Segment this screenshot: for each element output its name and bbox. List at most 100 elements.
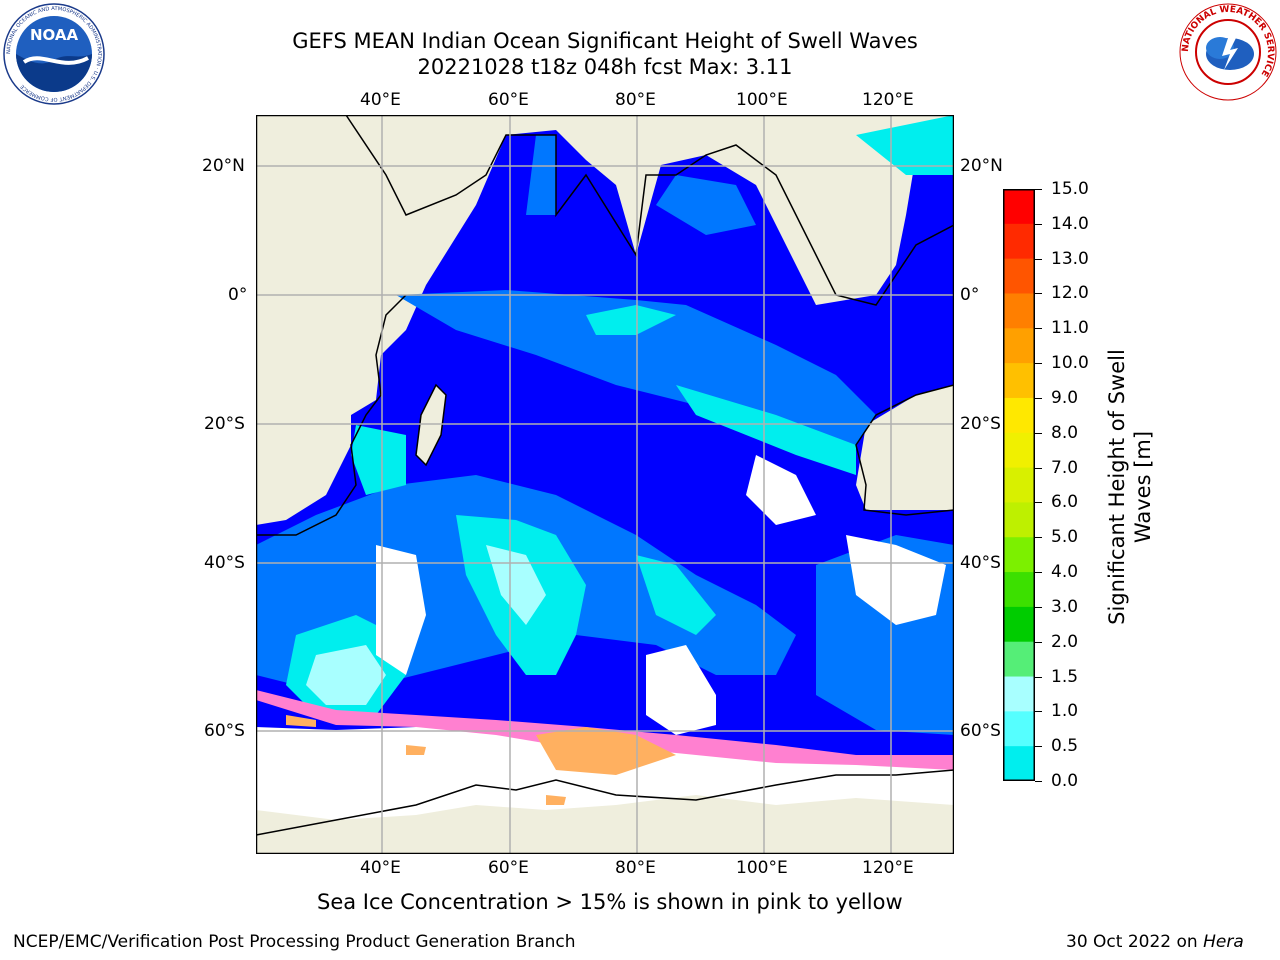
colorbar-tick-mark — [1035, 432, 1042, 434]
title-line-1: GEFS MEAN Indian Ocean Significant Heigh… — [292, 29, 918, 53]
colorbar-tick-mark — [1035, 537, 1042, 539]
colorbar-segment — [1003, 293, 1035, 329]
coastline-east-africa — [256, 294, 407, 536]
lat-tick-right-60s: 60°S — [960, 721, 1001, 741]
colorbar-segment — [1003, 397, 1035, 434]
colorbar-tick-label: 6.0 — [1051, 492, 1079, 513]
colorbar-tick-mark — [1035, 258, 1042, 260]
footer-left: NCEP/EMC/Verification Post Processing Pr… — [13, 932, 576, 952]
colorbar-tick-label: 11.0 — [1051, 318, 1089, 339]
colorbar — [1003, 189, 1035, 781]
colorbar-segment — [1003, 711, 1035, 747]
colorbar-segment — [1003, 572, 1035, 608]
sea-ice-concentration-band — [256, 690, 954, 770]
lon-tick-top-120e: 120°E — [862, 90, 914, 110]
colorbar-tick-label: 10.0 — [1051, 353, 1089, 374]
colorbar-tick-label: 0.5 — [1051, 736, 1079, 757]
ocean-swell-05-10-north — [526, 135, 756, 235]
colorbar-tick-mark — [1035, 746, 1042, 748]
colorbar-frame — [1003, 189, 1035, 781]
colorbar-tick-mark — [1035, 711, 1042, 713]
colorbar-segment — [1003, 676, 1035, 712]
colorbar-segment — [1003, 746, 1035, 781]
sea-ice-caption: Sea Ice Concentration > 15% is shown in … — [317, 890, 903, 914]
graticule — [256, 115, 954, 854]
colorbar-tick-label: 0.0 — [1051, 771, 1079, 791]
colorbar-tick-mark — [1035, 467, 1042, 469]
colorbar-tick-mark — [1035, 363, 1042, 365]
colorbar-segment — [1003, 189, 1035, 225]
colorbar-tick-mark — [1035, 606, 1042, 608]
colorbar-tick-label: 15.0 — [1051, 179, 1089, 199]
lat-tick-left-20s: 20°S — [204, 414, 245, 434]
colorbar-tick-mark — [1035, 641, 1042, 643]
colorbar-tick-label: 1.5 — [1051, 666, 1079, 687]
colorbar-label-line-1: Significant Height of Swell — [1105, 349, 1129, 625]
footer-right: 30 Oct 2022 on Hera — [1066, 932, 1244, 952]
colorbar-tick-mark — [1035, 328, 1042, 330]
ocean-swell-10-15-d — [351, 115, 954, 495]
noaa-logo-text: NOAA — [30, 26, 79, 44]
colorbar-segment — [1003, 537, 1035, 573]
lat-tick-left-0: 0° — [228, 285, 248, 305]
lon-tick-top-40e: 40°E — [360, 90, 401, 110]
colorbar-tick-label: 3.0 — [1051, 596, 1079, 617]
lat-tick-right-20s: 20°S — [960, 414, 1001, 434]
footer-machine: Hera — [1203, 932, 1244, 952]
lon-tick-top-60e: 60°E — [488, 90, 529, 110]
lon-tick-bottom-60e: 60°E — [488, 858, 529, 878]
colorbar-tick-label: 14.0 — [1051, 213, 1089, 234]
lat-tick-right-40s: 40°S — [960, 553, 1001, 573]
coastline-madagascar — [415, 383, 447, 467]
colorbar-tick-mark — [1035, 502, 1042, 504]
colorbar-tick-mark — [1035, 572, 1042, 574]
lat-tick-left-20n: 20°N — [202, 156, 245, 176]
colorbar-tick-mark — [1035, 189, 1042, 190]
coastline-australia — [855, 384, 954, 516]
ocean-swell-10-15-c — [636, 385, 856, 635]
colorbar-tick-label: 12.0 — [1051, 283, 1089, 304]
noaa-logo: NOAA NATIONAL OCEANIC AND ATMOSPHERIC AD… — [3, 3, 105, 105]
lat-tick-left-60s: 60°S — [204, 721, 245, 741]
map-panel — [256, 115, 954, 854]
colorbar-segment — [1003, 432, 1035, 469]
ocean-swell-05-10 — [396, 290, 876, 445]
colorbar-tick-label: 9.0 — [1051, 387, 1079, 408]
colorbar-tick-label: 8.0 — [1051, 422, 1079, 443]
colorbar-tick-mark — [1035, 676, 1042, 678]
colorbar-tick-label: 13.0 — [1051, 248, 1089, 269]
colorbar-tick-label: 7.0 — [1051, 457, 1079, 478]
colorbar-tick-label: 5.0 — [1051, 527, 1079, 548]
colorbar-segment — [1003, 502, 1035, 538]
colorbar-tick-mark — [1035, 293, 1042, 295]
lon-tick-top-100e: 100°E — [736, 90, 788, 110]
lon-tick-bottom-120e: 120°E — [862, 858, 914, 878]
colorbar-label-line-2: Waves [m] — [1131, 430, 1155, 544]
lon-tick-bottom-40e: 40°E — [360, 858, 401, 878]
lat-tick-right-20n: 20°N — [960, 156, 1003, 176]
sea-ice-orange-patches — [286, 715, 676, 805]
colorbar-segment — [1003, 328, 1035, 364]
colorbar-tick-label: 4.0 — [1051, 562, 1079, 583]
land-mask-patches — [376, 455, 946, 735]
colorbar-segment — [1003, 363, 1035, 399]
colorbar-tick-mark — [1035, 781, 1042, 782]
nws-logo: NATIONAL WEATHER SERVICE — [1179, 3, 1277, 101]
chart-title: GEFS MEAN Indian Ocean Significant Heigh… — [0, 28, 1210, 80]
lon-tick-bottom-80e: 80°E — [615, 858, 656, 878]
lon-tick-top-80e: 80°E — [615, 90, 656, 110]
coastline-antarctica — [256, 769, 954, 836]
lat-tick-right-0: 0° — [960, 285, 980, 305]
colorbar-segment — [1003, 606, 1035, 643]
colorbar-label: Significant Height of Swell Waves [m] — [1104, 337, 1156, 637]
colorbar-segment — [1003, 641, 1035, 678]
footer-date: 30 Oct 2022 on — [1066, 932, 1204, 952]
lat-tick-left-40s: 40°S — [204, 553, 245, 573]
colorbar-ticks: 15.0 14.0 13.0 12.0 11.0 10.0 9.0 8.0 7.0 6.0 5.0 4… — [1035, 179, 1095, 791]
colorbar-tick-label: 1.0 — [1051, 701, 1079, 722]
ocean-swell-15-20 — [306, 545, 546, 705]
colorbar-tick-label: 2.0 — [1051, 631, 1079, 652]
colorbar-segment — [1003, 467, 1035, 503]
colorbar-tick-mark — [1035, 223, 1042, 225]
coastline-africa — [256, 115, 954, 306]
